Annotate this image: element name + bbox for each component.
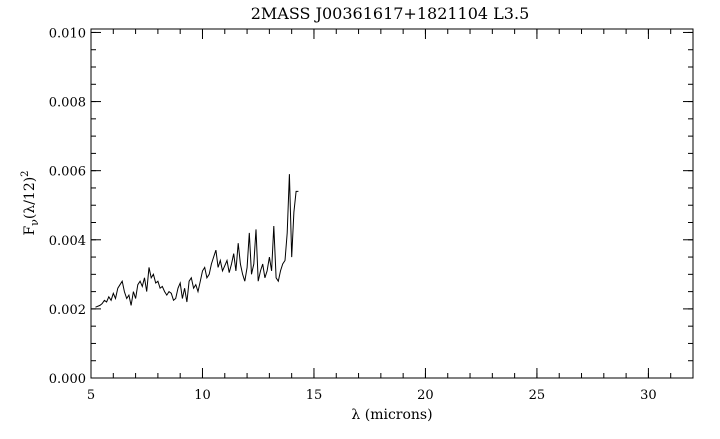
y-axis-label-sup: 2 (20, 170, 31, 176)
y-tick-label: 0.002 (49, 303, 86, 318)
series-line (95, 174, 299, 308)
x-tick-label: 20 (417, 388, 434, 403)
plot-frame (90, 28, 694, 379)
y-axis-label-sub: ν (28, 219, 41, 226)
y-axis-label-main: F (22, 226, 38, 236)
x-axis-label: λ (microns) (351, 407, 432, 423)
x-tick-label: 30 (640, 388, 657, 403)
x-tick-label: 25 (529, 388, 546, 403)
y-axis-label-tail: (λ/12) (22, 177, 38, 219)
axis-tick-labels: 5 10 15 20 25 30 0.000 0.002 0.004 0.006 0.008 0.01… (49, 26, 657, 403)
x-tick-label: 15 (306, 388, 323, 403)
y-tick-label: 0.008 (49, 96, 86, 111)
y-tick-label: 0.000 (49, 372, 86, 387)
y-axis-label: Fν(λ/12)2 (20, 170, 41, 235)
chart-title: 2MASS J00361617+1821104 L3.5 (251, 4, 530, 23)
x-tick-label: 10 (194, 388, 211, 403)
y-tick-label: 0.004 (49, 234, 86, 249)
x-tick-label: 5 (87, 388, 95, 403)
y-tick-label: 0.006 (49, 165, 86, 180)
y-tick-label: 0.010 (49, 26, 86, 41)
axis-ticks (90, 29, 694, 379)
